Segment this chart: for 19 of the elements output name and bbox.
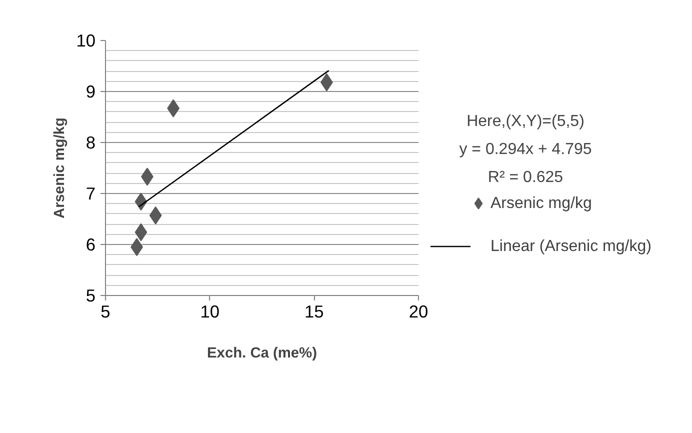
point — [149, 206, 162, 224]
legend-label: Arsenic mg/kg — [490, 195, 592, 212]
y-tick-label: 6 — [86, 234, 96, 254]
y-tick-label: 7 — [86, 184, 96, 204]
legend-label: Linear (Arsenic mg/kg) — [490, 238, 652, 255]
y-tick-label: 9 — [86, 82, 96, 102]
text: y = 0.294x + 4.795 — [459, 141, 592, 158]
text: Here,(X,Y)=(5,5) — [466, 113, 584, 130]
y-tick-label: 5 — [86, 286, 96, 306]
x-axis-title: Exch. Ca (me%) — [207, 346, 318, 362]
x-tick-label: 10 — [200, 302, 220, 322]
text: R² = 0.625 — [488, 169, 564, 186]
point — [134, 223, 148, 242]
y-axis-title: Arsenic mg/kg — [52, 118, 68, 218]
y-tick-label: 8 — [86, 132, 96, 152]
x-tick-label: 15 — [304, 302, 324, 322]
x-tick-label: 5 — [100, 302, 110, 322]
y-tick-label: 10 — [76, 30, 96, 50]
x-tick-label: 20 — [408, 302, 428, 322]
